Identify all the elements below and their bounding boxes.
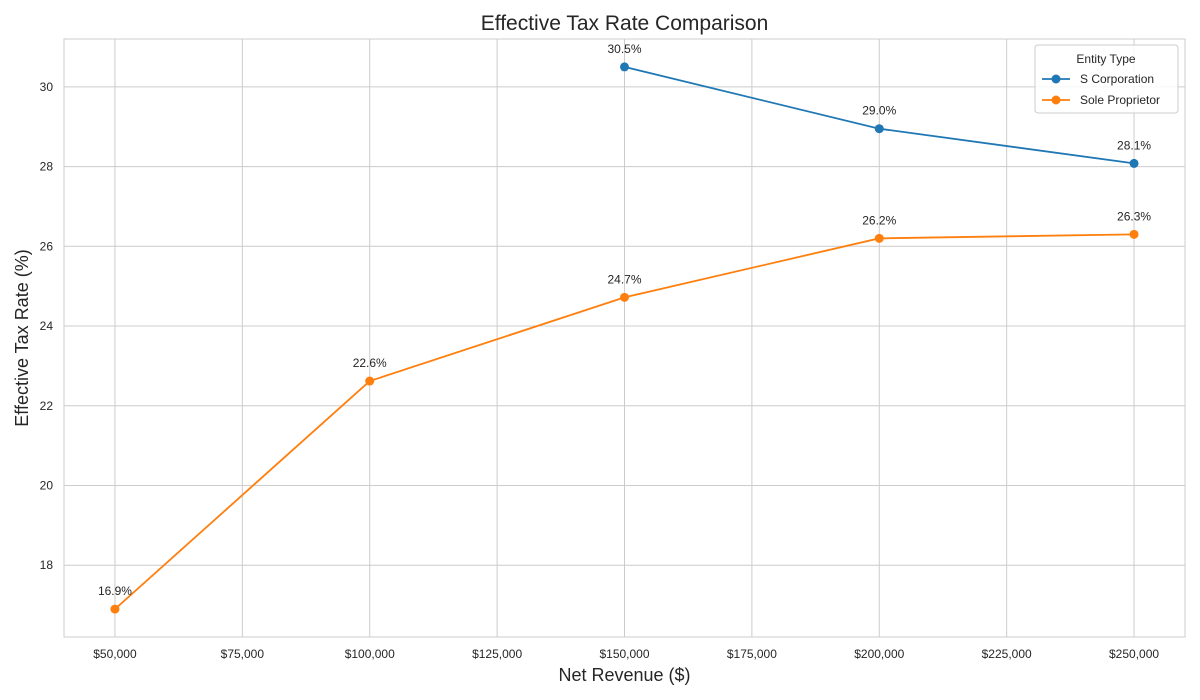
sole-proprietor-legend-marker bbox=[1051, 95, 1061, 105]
sole-proprietor-point bbox=[620, 292, 629, 302]
s-corporation-legend-label: S Corporation bbox=[1080, 72, 1154, 86]
x-tick-label: $50,000 bbox=[93, 647, 137, 661]
y-axis-label: Effective Tax Rate (%) bbox=[12, 249, 32, 426]
legend-entries: S Corporation Sole Proprietor bbox=[1042, 72, 1160, 107]
x-tick-label: $100,000 bbox=[345, 647, 395, 661]
y-tick-label: 18 bbox=[40, 558, 54, 572]
s-corporation-data-label: 28.1% bbox=[1117, 138, 1151, 152]
s-corporation-point bbox=[620, 62, 629, 72]
sole-proprietor-point bbox=[1129, 229, 1139, 239]
sole-proprietor-data-label: 24.7% bbox=[607, 272, 641, 286]
chart-title: Effective Tax Rate Comparison bbox=[481, 12, 769, 35]
sole-proprietor-data-label: 22.6% bbox=[353, 356, 387, 370]
x-tick-label: $225,000 bbox=[982, 647, 1032, 661]
s-corporation-point bbox=[874, 124, 884, 134]
sole-proprietor-data-label: 26.3% bbox=[1117, 209, 1151, 223]
sole-proprietor-point bbox=[110, 604, 120, 614]
y-tick-label: 26 bbox=[40, 239, 54, 253]
sole-proprietor-data-label: 26.2% bbox=[862, 213, 896, 227]
legend-box bbox=[1034, 44, 1179, 114]
series-layer bbox=[110, 62, 1139, 614]
y-tick-label: 30 bbox=[40, 80, 54, 94]
legend-title: Entity Type bbox=[1076, 52, 1135, 66]
y-tick-label: 24 bbox=[40, 319, 54, 333]
plot-area-frame bbox=[63, 38, 1186, 638]
s-corporation-point bbox=[1129, 158, 1139, 168]
s-corporation-legend-marker bbox=[1051, 74, 1061, 84]
x-axis-label: Net Revenue ($) bbox=[558, 665, 690, 685]
grid bbox=[64, 39, 1185, 637]
x-tick-label: $125,000 bbox=[472, 647, 522, 661]
s-corporation-data-label: 30.5% bbox=[607, 42, 641, 56]
sole-proprietor-point bbox=[365, 376, 375, 386]
y-axis-ticks: 18 20 22 24 26 28 30 bbox=[40, 80, 54, 572]
x-tick-label: $75,000 bbox=[221, 647, 265, 661]
x-tick-label: $175,000 bbox=[727, 647, 777, 661]
y-tick-label: 28 bbox=[40, 160, 54, 174]
sole-proprietor-legend-label: Sole Proprietor bbox=[1080, 93, 1160, 107]
y-tick-label: 20 bbox=[40, 479, 54, 493]
x-tick-label: $200,000 bbox=[854, 647, 904, 661]
s-corporation-data-label: 29.0% bbox=[862, 104, 896, 118]
legend: Entity Type S Corporation Sole Proprietor bbox=[1034, 44, 1179, 114]
x-axis-ticks: $50,000 $75,000 $100,000 $125,000 $150,000 $1… bbox=[93, 647, 1159, 661]
sole-proprietor-data-label: 16.9% bbox=[98, 584, 132, 598]
sole-proprietor-point bbox=[874, 233, 884, 243]
x-tick-label: $150,000 bbox=[599, 647, 649, 661]
x-tick-label: $250,000 bbox=[1109, 647, 1159, 661]
data-labels: 30.5% 29.0% 28.1% 16.9% 22.6% 24.7% 26.2% 26.3% bbox=[98, 42, 1151, 598]
y-tick-label: 22 bbox=[40, 399, 54, 413]
